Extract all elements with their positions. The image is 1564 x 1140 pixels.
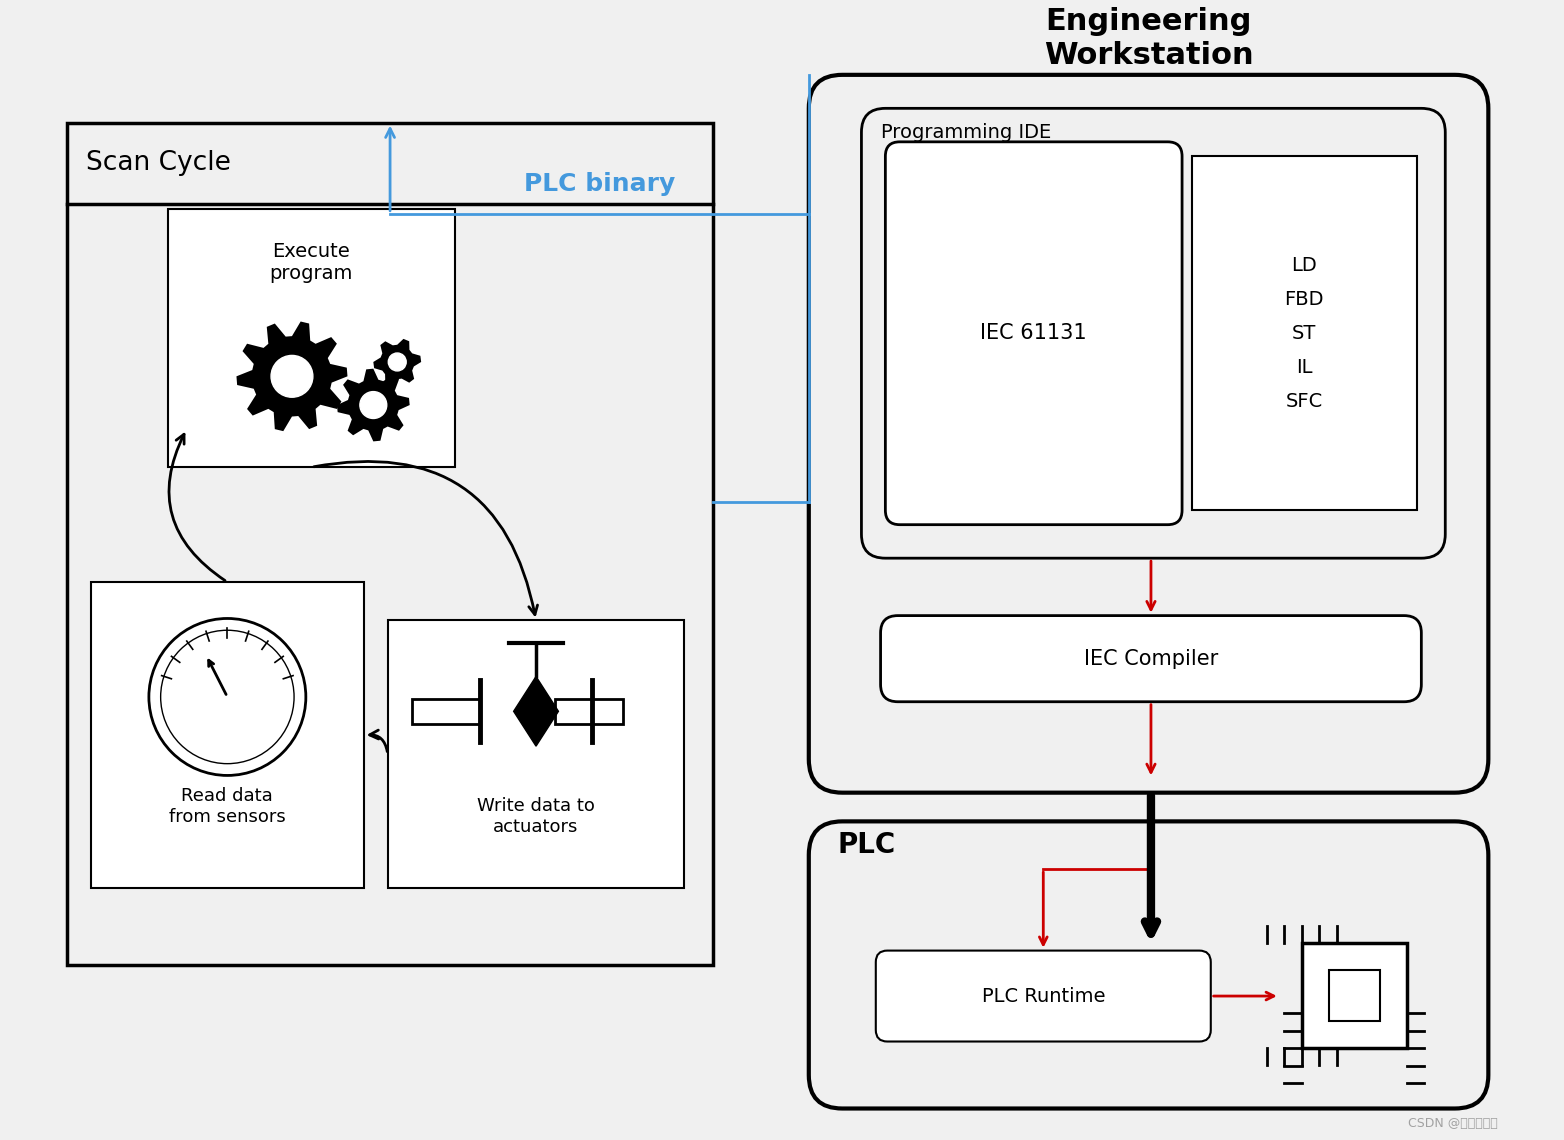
Polygon shape (336, 368, 410, 441)
Bar (67, 123, 713, 964)
FancyBboxPatch shape (876, 951, 1211, 1042)
Text: PLC Runtime: PLC Runtime (982, 986, 1106, 1005)
Text: Scan Cycle: Scan Cycle (86, 149, 231, 176)
Text: Programming IDE: Programming IDE (881, 123, 1051, 141)
Text: LD
FBD
ST
IL
SFC: LD FBD ST IL SFC (1284, 255, 1323, 410)
Bar (1301, 943, 1408, 1048)
Bar (411, 699, 480, 724)
Polygon shape (513, 676, 558, 747)
Circle shape (388, 353, 407, 370)
FancyBboxPatch shape (809, 822, 1489, 1108)
Bar (167, 209, 455, 467)
Circle shape (271, 356, 313, 397)
Bar (1329, 970, 1379, 1020)
FancyBboxPatch shape (809, 75, 1489, 792)
Bar (1192, 156, 1417, 511)
FancyBboxPatch shape (881, 616, 1422, 702)
FancyBboxPatch shape (885, 141, 1182, 524)
Text: PLC: PLC (837, 831, 896, 858)
Bar (91, 583, 364, 888)
Circle shape (149, 619, 307, 775)
Polygon shape (236, 321, 347, 431)
Circle shape (360, 392, 386, 418)
Text: Write data to
actuators: Write data to actuators (477, 797, 594, 836)
Text: IEC Compiler: IEC Compiler (1084, 649, 1218, 669)
Text: IEC 61131: IEC 61131 (981, 324, 1087, 343)
Polygon shape (374, 339, 421, 385)
Text: Execute
program: Execute program (269, 243, 353, 284)
Bar (555, 699, 622, 724)
Text: Engineering
Workstation: Engineering Workstation (1043, 8, 1253, 70)
Text: Read data
from sensors: Read data from sensors (169, 788, 286, 826)
Circle shape (161, 630, 294, 764)
Bar (388, 620, 685, 888)
FancyBboxPatch shape (862, 108, 1445, 559)
Text: CSDN @信安科研人: CSDN @信安科研人 (1408, 1116, 1498, 1130)
Text: PLC binary: PLC binary (524, 172, 676, 196)
